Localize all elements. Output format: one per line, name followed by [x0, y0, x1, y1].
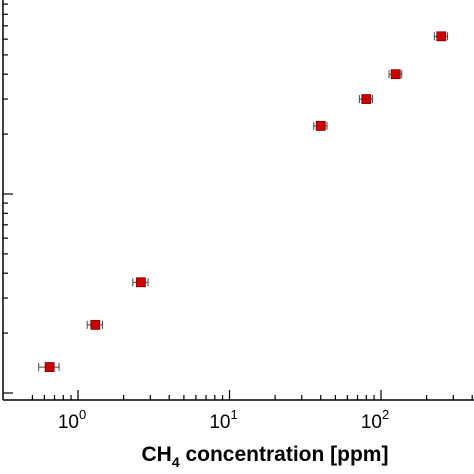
marker — [390, 69, 401, 80]
marker — [315, 120, 326, 131]
x-tick-label: 102 — [361, 407, 389, 433]
data-point — [313, 120, 328, 131]
marker — [361, 94, 372, 104]
marker — [90, 319, 101, 330]
data-points — [38, 31, 449, 372]
data-point — [86, 319, 103, 330]
x-axis-title: CH4 concentration [ppm] — [142, 443, 389, 470]
marker — [135, 277, 146, 288]
x-tick-label: 101 — [209, 407, 237, 433]
marker — [436, 31, 447, 42]
data-point — [388, 69, 403, 80]
y-axis-ticks — [3, 3, 13, 394]
data-point — [38, 362, 60, 372]
x-axis-tick-labels: 100 101 102 — [58, 407, 389, 433]
data-point — [358, 94, 374, 104]
plot-area: 100 101 102 — [2, 0, 474, 433]
data-point — [433, 31, 449, 42]
x-tick-label: 100 — [58, 407, 86, 433]
x-axis-ticks — [31, 390, 473, 400]
data-point — [132, 277, 149, 288]
marker — [44, 362, 55, 372]
